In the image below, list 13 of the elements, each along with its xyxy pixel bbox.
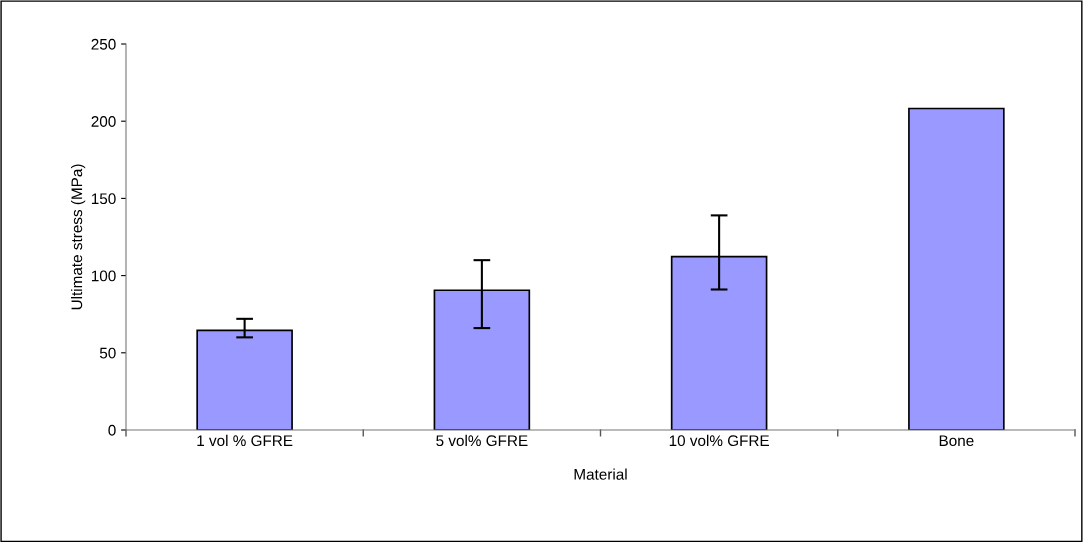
x-tick-label: 5 vol% GFRE (436, 434, 528, 447)
y-tick-label: 50 (99, 347, 116, 359)
x-tick-label: 10 vol% GFRE (669, 434, 769, 447)
x-tick-label: Bone (939, 435, 974, 447)
y-tick-label: 250 (91, 38, 116, 50)
x-axis-title: Material (574, 468, 627, 480)
y-tick-label: 150 (91, 193, 116, 205)
y-axis-title: Ultimate stress (MPa) (70, 164, 86, 310)
y-tick-label: 200 (91, 116, 116, 127)
y-tick-label: 0 (108, 424, 116, 436)
y-tick-label: 100 (91, 270, 116, 282)
x-tick-label: 1 vol % GFRE (197, 434, 293, 447)
bar (908, 107, 1005, 430)
